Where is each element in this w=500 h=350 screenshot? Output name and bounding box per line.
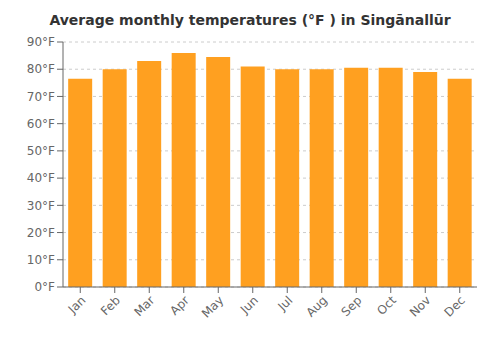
svg-text:20°F: 20°F	[27, 226, 55, 240]
svg-text:Aug: Aug	[303, 293, 329, 319]
svg-text:Feb: Feb	[98, 293, 123, 318]
svg-text:40°F: 40°F	[27, 171, 55, 185]
svg-text:May: May	[199, 293, 226, 320]
svg-text:Jan: Jan	[65, 293, 89, 317]
svg-text:Sep: Sep	[338, 293, 364, 319]
svg-text:90°F: 90°F	[27, 35, 55, 49]
svg-text:50°F: 50°F	[27, 144, 55, 158]
svg-text:80°F: 80°F	[27, 62, 55, 76]
svg-text:Dec: Dec	[442, 293, 468, 319]
html-text:Average monthly temperatures (: Average monthly temperatures (°F ) in Si…	[49, 12, 451, 28]
svg-text:30°F: 30°F	[27, 199, 55, 213]
svg-text:Jul: Jul	[275, 293, 296, 314]
svg-text:Apr: Apr	[167, 293, 192, 318]
svg-text:Jun: Jun	[237, 293, 261, 317]
svg-text:10°F: 10°F	[27, 253, 55, 267]
svg-text:Nov: Nov	[407, 293, 433, 319]
svg-text:Oct: Oct	[374, 293, 399, 318]
svg-text:70°F: 70°F	[27, 90, 55, 104]
svg-text:0°F: 0°F	[34, 280, 55, 294]
svg-text:Mar: Mar	[131, 293, 157, 319]
svg-text:60°F: 60°F	[27, 117, 55, 131]
